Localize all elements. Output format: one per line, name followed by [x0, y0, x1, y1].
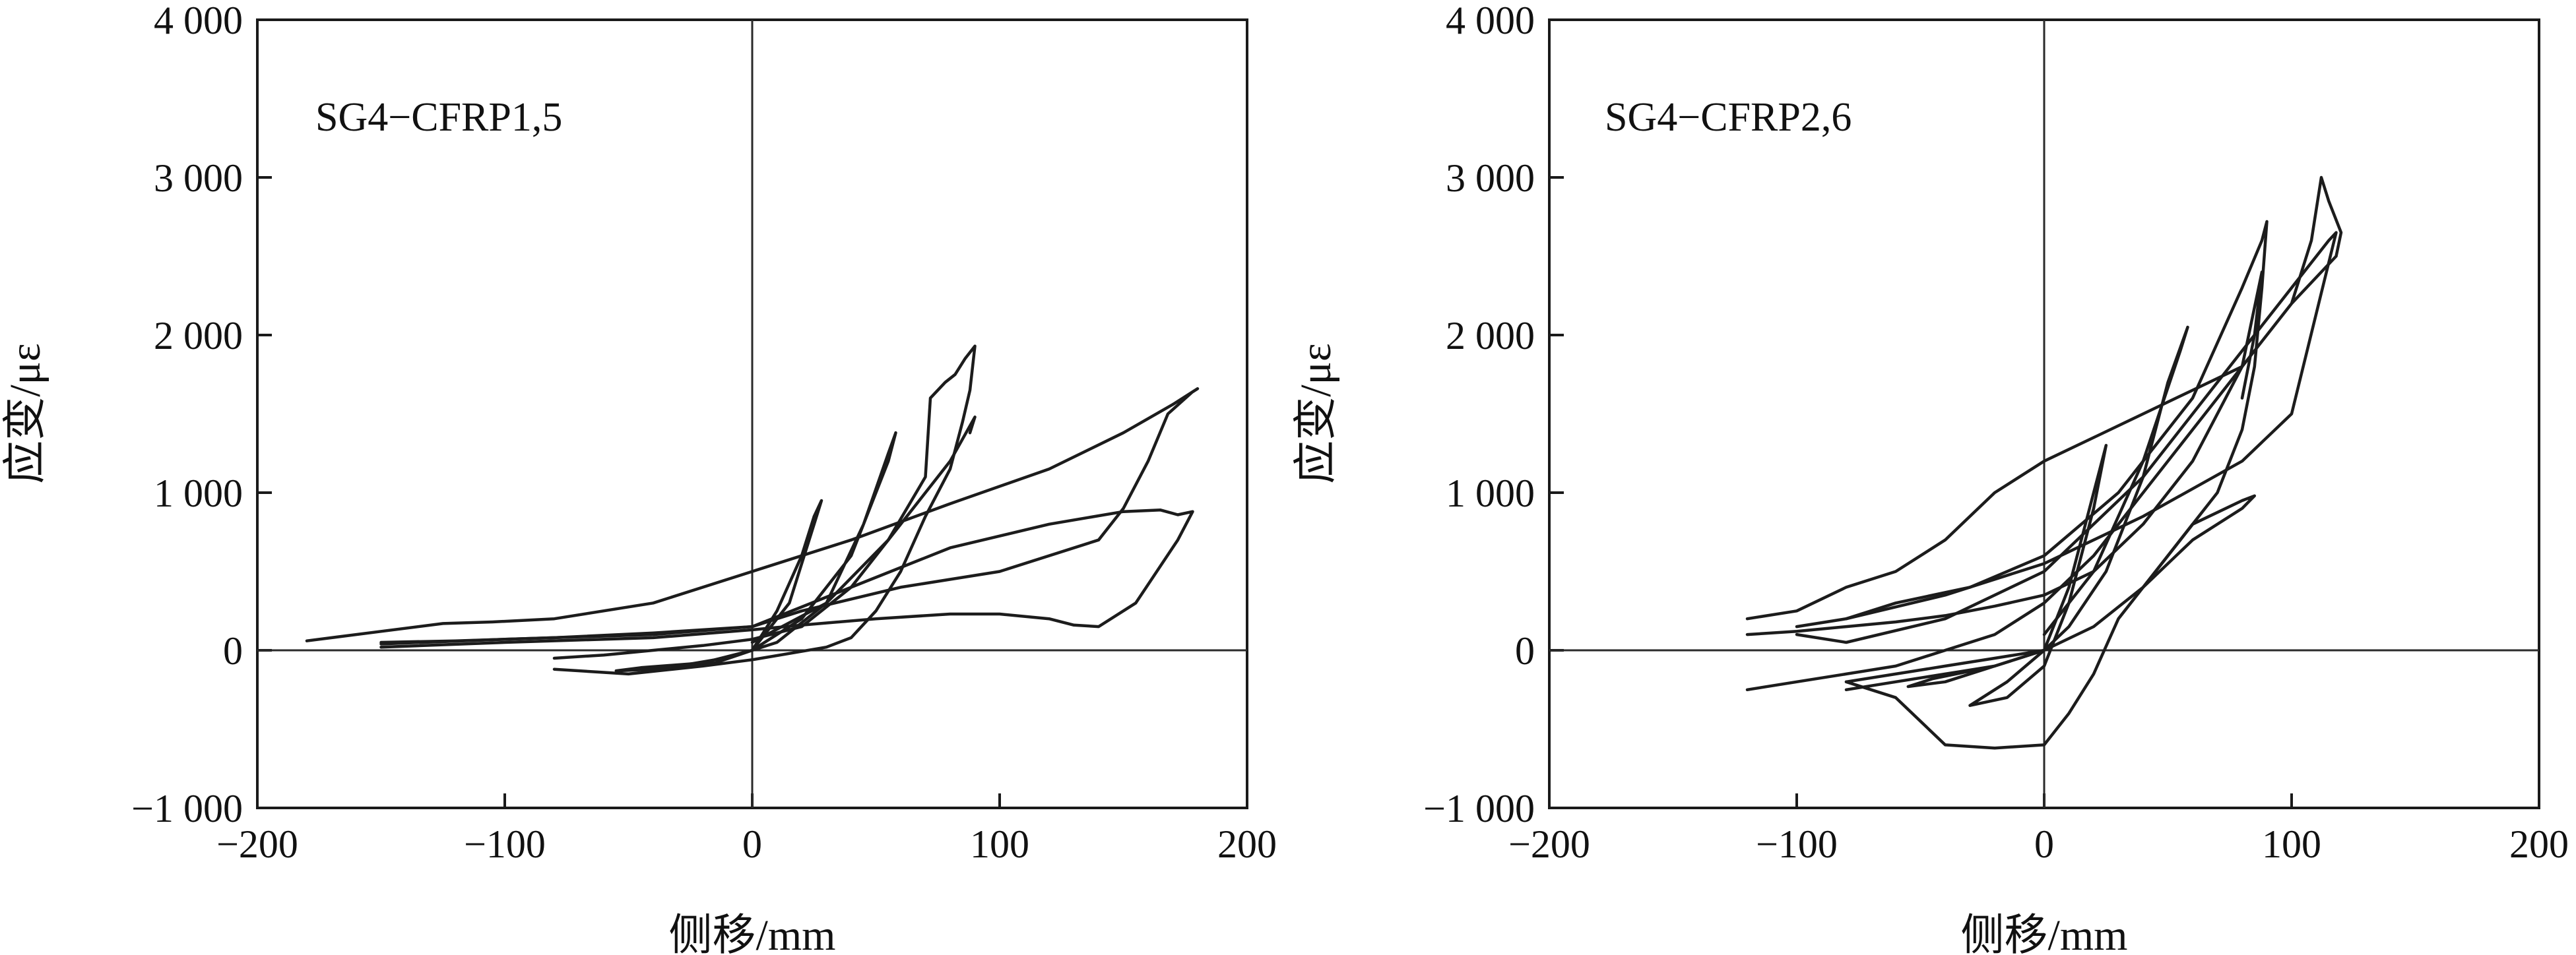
x-tick-label: 0 — [742, 822, 762, 866]
y-axis-title: 应变/με — [1292, 343, 1340, 483]
x-tick-label: −100 — [1756, 822, 1838, 866]
y-tick-label: 1 000 — [154, 472, 243, 515]
y-tick-label: 3 000 — [1446, 156, 1535, 200]
x-tick-label: 200 — [2509, 822, 2569, 866]
x-tick-label: 100 — [2262, 822, 2321, 866]
x-tick-label: 200 — [1217, 822, 1277, 866]
y-tick-label: 4 000 — [154, 0, 243, 42]
x-axis-title: 侧移/mm — [668, 911, 835, 955]
hysteresis-curve — [305, 387, 1200, 646]
hysteresis-curve — [1906, 325, 2189, 689]
y-tick-label: −1 000 — [1423, 787, 1535, 830]
hysteresis-curve — [1844, 220, 2269, 750]
specimen-label: SG4−CFRP2,6 — [1605, 95, 1852, 140]
hysteresis-curve — [379, 508, 1194, 649]
hysteresis-curve — [1745, 270, 2264, 636]
y-tick-label: 1 000 — [1446, 472, 1535, 515]
x-axis-title: 侧移/mm — [1960, 911, 2127, 955]
hysteresis-curve — [1844, 494, 2257, 692]
chart-panel-right: −200 −100 0 100 200 −1 000 0 1 000 2 000 3 000 4 … — [1292, 0, 2569, 955]
chart-panel-left: −200 −100 0 100 200 −1 000 0 1 000 2 000 3 000 4 … — [1, 0, 1277, 955]
y-tick-label: −1 000 — [131, 787, 243, 830]
x-tick-label: −100 — [464, 822, 546, 866]
x-tick-label: 0 — [2034, 822, 2054, 866]
x-tick-label: −200 — [1508, 822, 1590, 866]
y-axis-title: 应变/με — [1, 343, 49, 483]
x-tick-label: 100 — [970, 822, 1029, 866]
y-tick-label: 4 000 — [1446, 0, 1535, 42]
hysteresis-curve — [552, 344, 977, 676]
hysteresis-curve — [614, 431, 897, 673]
y-tick-label: 0 — [223, 629, 243, 673]
y-tick-label: 3 000 — [154, 156, 243, 200]
specimen-label: SG4−CFRP1,5 — [315, 95, 562, 140]
hysteresis-curve — [676, 499, 823, 668]
y-tick-label: 0 — [1515, 629, 1535, 673]
y-tick-label: 2 000 — [154, 314, 243, 357]
hysteresis-curve — [1745, 175, 2343, 692]
x-tick-label: −200 — [216, 822, 298, 866]
hysteresis-curve — [552, 416, 977, 660]
hysteresis-curve — [1795, 231, 2338, 644]
y-tick-label: 2 000 — [1446, 314, 1535, 357]
